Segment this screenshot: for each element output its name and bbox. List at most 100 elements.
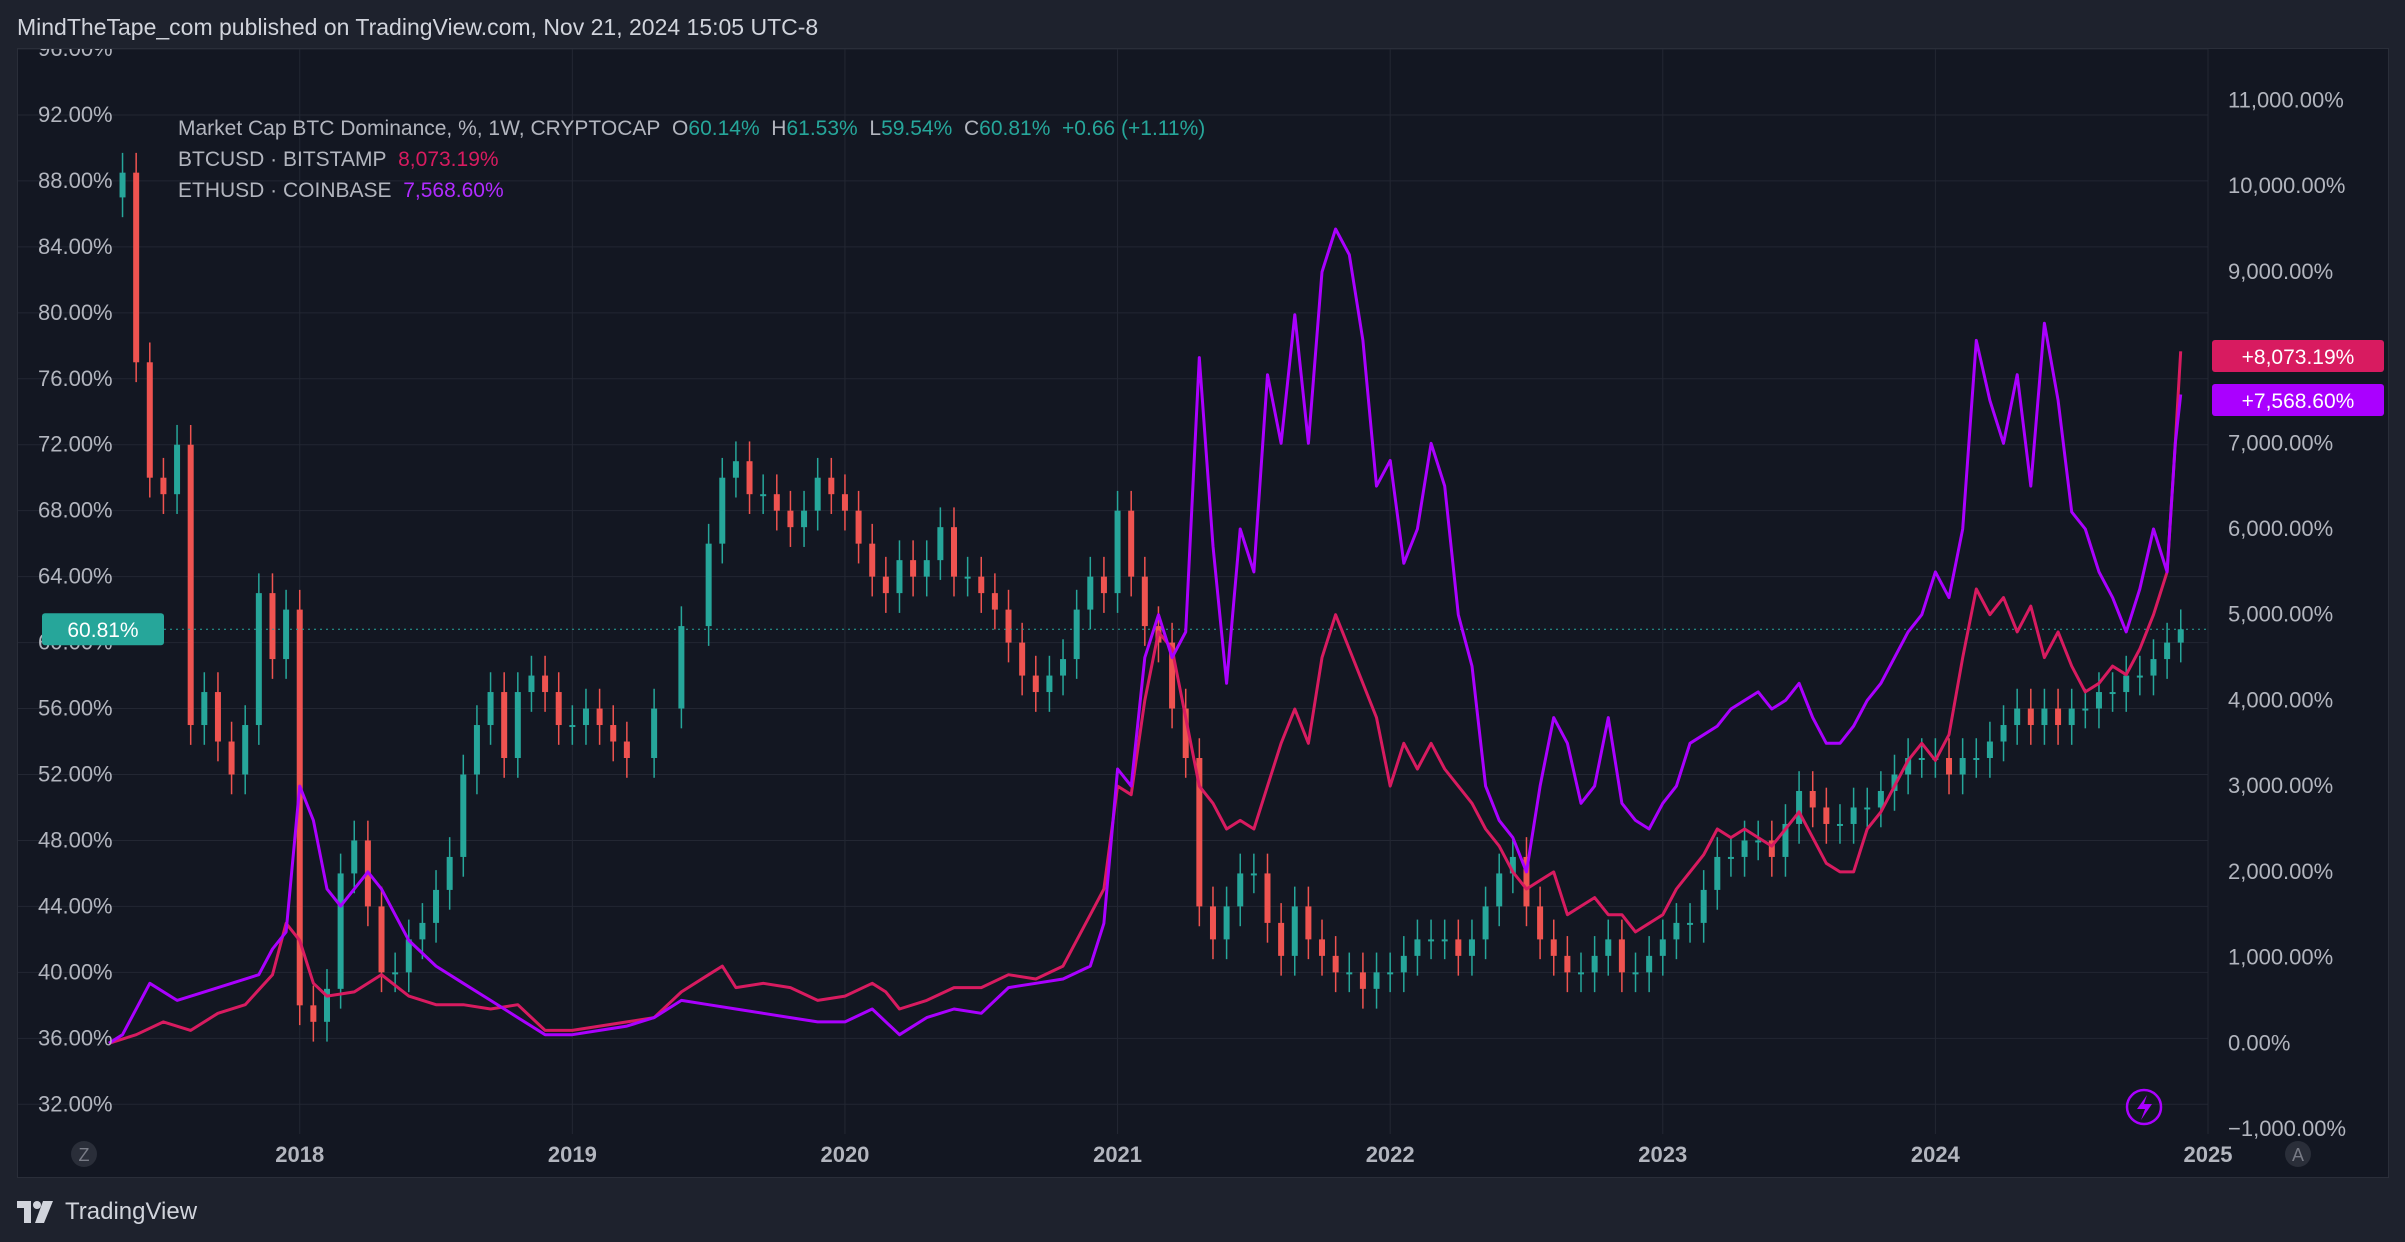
candle-body [991,593,998,610]
candle-body [1087,576,1094,610]
candle-body [405,939,412,973]
left-tick-label: 52.00% [38,761,113,786]
candle-body [2055,708,2062,726]
candle-body [1319,939,1326,956]
candle-body [869,543,876,577]
candle-body [351,840,358,874]
candle-body [828,477,835,495]
candle-body [1577,972,1584,975]
legend-eth[interactable]: ETHUSD · COINBASE 7,568.60% [178,175,1205,206]
candle-body [801,510,808,528]
legend: Market Cap BTC Dominance, %, 1W, CRYPTOC… [178,113,1205,206]
candle-body [1823,807,1830,824]
candle-body [1100,576,1107,594]
candle-body [542,675,549,693]
candle-body [582,708,589,726]
candle-body [1755,840,1762,843]
candle-body [1796,790,1803,824]
legend-btc[interactable]: BTCUSD · BITSTAMP 8,073.19% [178,144,1205,175]
candle-body [460,774,467,857]
candle-body [855,510,862,544]
candle-body [596,708,603,726]
candle-body [1278,922,1285,956]
chart-frame[interactable]: 96.00% 92.00% 88.00% 84.00% 80.00% 76.00% 72.0… [17,36,2389,1178]
right-tick-label: 2,000.00% [2228,859,2333,884]
right-tick-label: 1,000.00% [2228,945,2333,970]
legend-open: 60.14% [688,117,760,140]
legend-dominance[interactable]: Market Cap BTC Dominance, %, 1W, CRYPTOC… [178,113,1205,144]
dominance-candles [98,152,2208,1042]
candle-body [623,741,630,759]
candle-body [2164,642,2171,660]
candle-body [1727,856,1734,859]
candle-body [1128,510,1135,577]
lightning-icon[interactable] [2125,1088,2163,1126]
candle-body [419,922,426,940]
candle-body [1836,823,1843,826]
candle-body [1673,922,1680,940]
candle-body [201,692,208,726]
candle-body [501,692,508,759]
candle-body [1169,642,1176,709]
left-tick-label: 84.00% [38,234,113,259]
x-axis-ticks: 2018 2019 2020 2021 2022 2023 2024 2025 [275,1142,2232,1167]
btc-line [108,351,2183,1045]
candle-body [841,494,848,511]
candle-body [514,692,521,759]
candle-body [1141,576,1148,627]
candle-body [1209,906,1216,940]
right-tick-label: 0.00% [2228,1030,2290,1055]
candle-body [1509,856,1516,874]
candle-body [392,972,399,975]
candle-body [651,708,658,759]
candle-body [1905,758,1912,775]
tradingview-logo-icon [17,1201,53,1223]
right-tick-label: 4,000.00% [2228,687,2333,712]
brand-name: TradingView [65,1198,198,1225]
candle-body [1114,510,1121,594]
top-bar: MindTheTape_com published on TradingView… [0,0,2405,48]
candle-body [214,692,221,742]
candle-body [146,362,153,478]
left-tick-label: 64.00% [38,564,113,589]
x-tick-label: 2019 [548,1142,597,1167]
x-tick-label: 2022 [1366,1142,1415,1167]
candle-body [528,675,535,693]
candle-body [1605,939,1612,956]
candle-body [882,576,889,594]
candle-body [1768,840,1775,857]
candle-body [1019,642,1026,676]
x-tick-label: 2018 [275,1142,324,1167]
candle-body [746,461,753,495]
eth-badge-label: +7,568.60% [2242,390,2355,413]
candle-body [1496,873,1503,907]
candle-body [1946,758,1953,775]
price-badges: 60.81% +8,073.19% +7,568.60% [42,340,2384,646]
eth-line [108,227,2183,1045]
candle-body [119,172,126,198]
candle-body [187,444,194,726]
candle-body [1060,659,1067,676]
candle-body [1428,939,1435,942]
right-tick-label: −1,000.00% [2228,1116,2346,1141]
btc-badge-label: +8,073.19% [2242,346,2355,369]
right-tick-label: 10,000.00% [2228,173,2345,198]
candle-body [950,527,957,577]
candle-body [337,873,344,989]
legend-change: +0.66 (+1.11%) [1062,117,1206,140]
left-corner-button[interactable]: Z [71,1141,97,1167]
chart-svg[interactable]: 96.00% 92.00% 88.00% 84.00% 80.00% 76.00% 72.0… [18,36,2388,1177]
legend-c-label: C [963,117,980,140]
candle-body [2041,708,2048,726]
candle-body [1250,873,1257,876]
right-corner-button[interactable]: A [2285,1141,2311,1167]
candle-body [228,741,235,775]
brand[interactable]: TradingView [17,1198,197,1226]
candle-body [937,527,944,561]
candle-body [1700,889,1707,923]
x-tick-label: 2020 [820,1142,869,1167]
candle-body [1809,790,1816,808]
candle-body [732,461,739,478]
series-lines [108,227,2183,1045]
left-tick-label: 92.00% [38,102,113,127]
